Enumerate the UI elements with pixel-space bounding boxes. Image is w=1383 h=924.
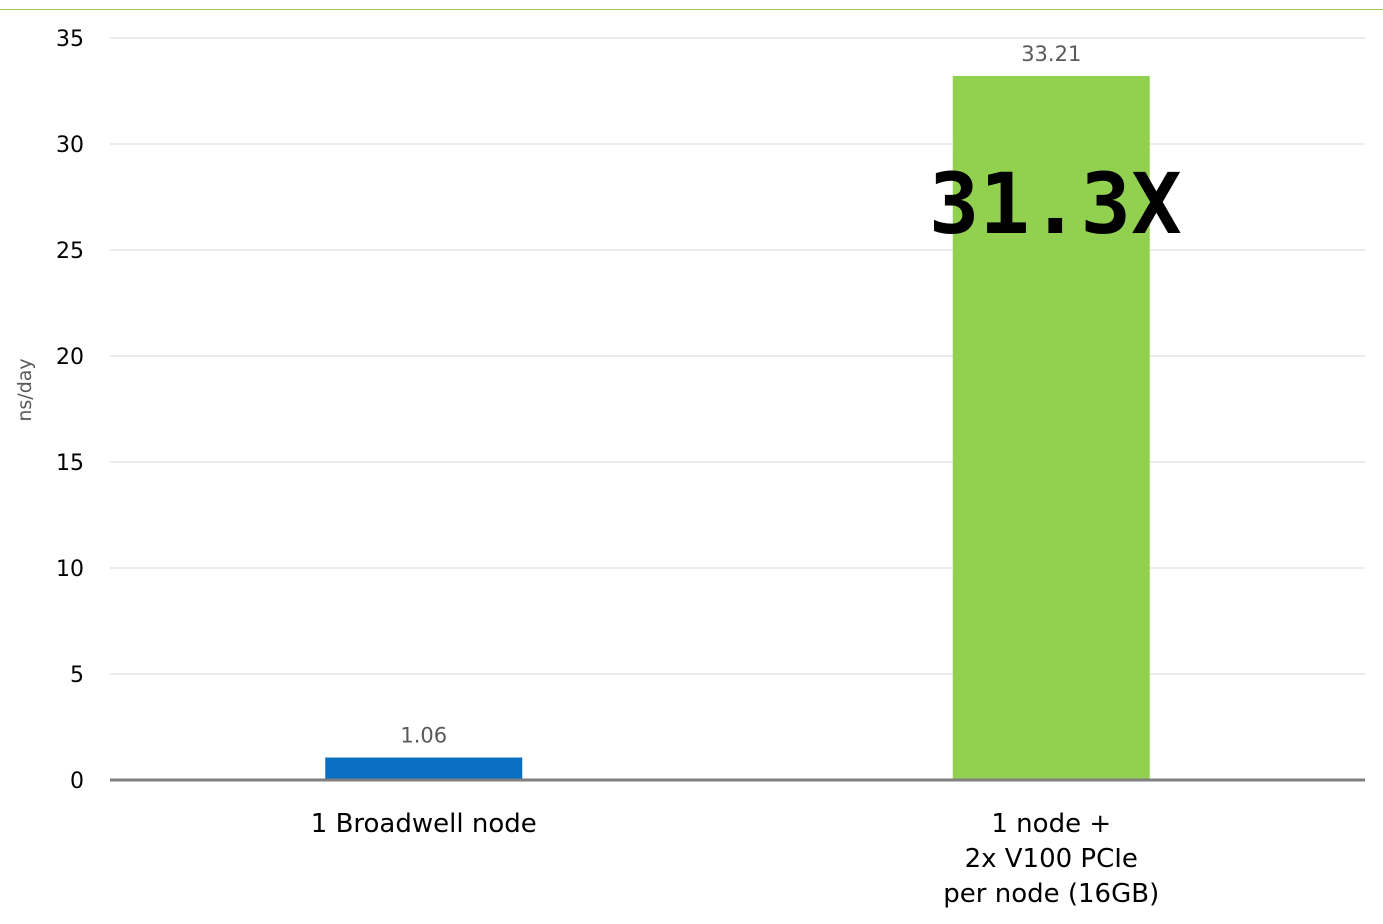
- y-tick-label: 5: [70, 663, 84, 688]
- y-tick-label: 25: [56, 239, 84, 264]
- y-tick-label: 30: [56, 133, 84, 158]
- speedup-callout: 31.3X: [929, 155, 1182, 253]
- x-category-label: 2x V100 PCIe: [965, 844, 1138, 874]
- bar: [952, 75, 1150, 780]
- data-label: 33.21: [1021, 42, 1081, 66]
- y-axis-title: ns/day: [14, 358, 36, 421]
- y-tick-label: 10: [56, 557, 84, 582]
- y-tick-label: 20: [56, 345, 84, 370]
- x-category-label: per node (16GB): [943, 879, 1159, 909]
- top-rule: [0, 0, 1383, 10]
- y-tick-label: 0: [70, 769, 84, 794]
- y-tick-label: 15: [56, 451, 84, 476]
- y-tick-label: 35: [56, 27, 84, 52]
- x-category-label: 1 Broadwell node: [311, 809, 537, 839]
- data-label: 1.06: [400, 724, 447, 748]
- bar: [325, 757, 523, 780]
- x-category-label: 1 node +: [991, 809, 1111, 839]
